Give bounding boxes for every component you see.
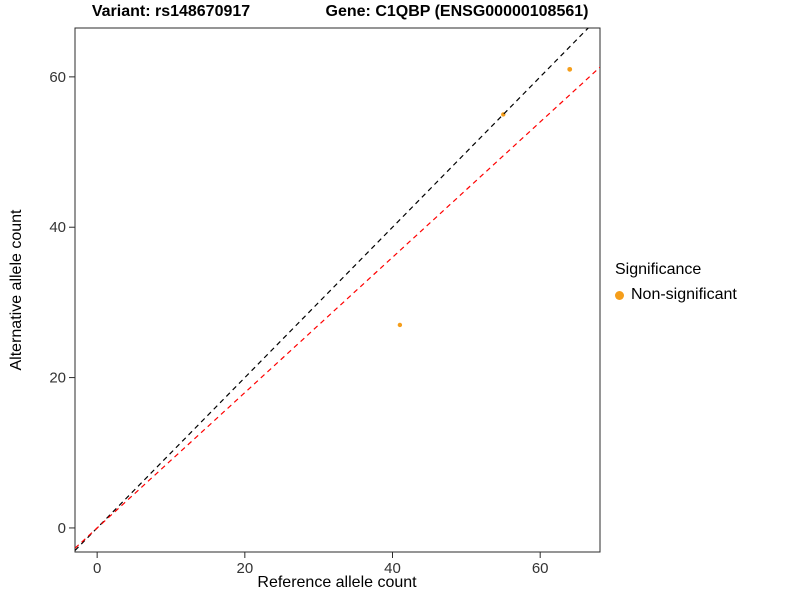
legend-item-label: Non-significant: [631, 286, 737, 303]
data-point: [397, 322, 403, 328]
x-axis-label: Reference allele count: [257, 574, 417, 591]
data-point: [567, 66, 573, 72]
y-tick-label: 20: [49, 370, 66, 387]
identity-line: [75, 28, 590, 551]
y-tick-label: 40: [49, 219, 66, 236]
legend-marker-dot: [615, 290, 624, 300]
legend-title: Significance: [615, 261, 702, 278]
x-tick-label: 0: [93, 560, 101, 577]
legend-item: Non-significant: [615, 286, 737, 304]
x-tick-label: 20: [236, 560, 253, 577]
plot-title-gene: Gene: C1QBP (ENSG00000108561): [325, 3, 589, 20]
y-axis-label: Alternative allele count: [8, 209, 25, 371]
panel-border: [74, 27, 601, 553]
x-tick-label: 60: [532, 560, 549, 577]
fit-line: [75, 66, 600, 549]
x-tick-label: 40: [384, 560, 401, 577]
legend: Significance Non-significant: [615, 261, 737, 304]
y-tick-label: 60: [49, 69, 66, 86]
y-tick-label: 0: [58, 520, 66, 537]
plot-title-variant: Variant: rs148670917: [91, 3, 251, 20]
